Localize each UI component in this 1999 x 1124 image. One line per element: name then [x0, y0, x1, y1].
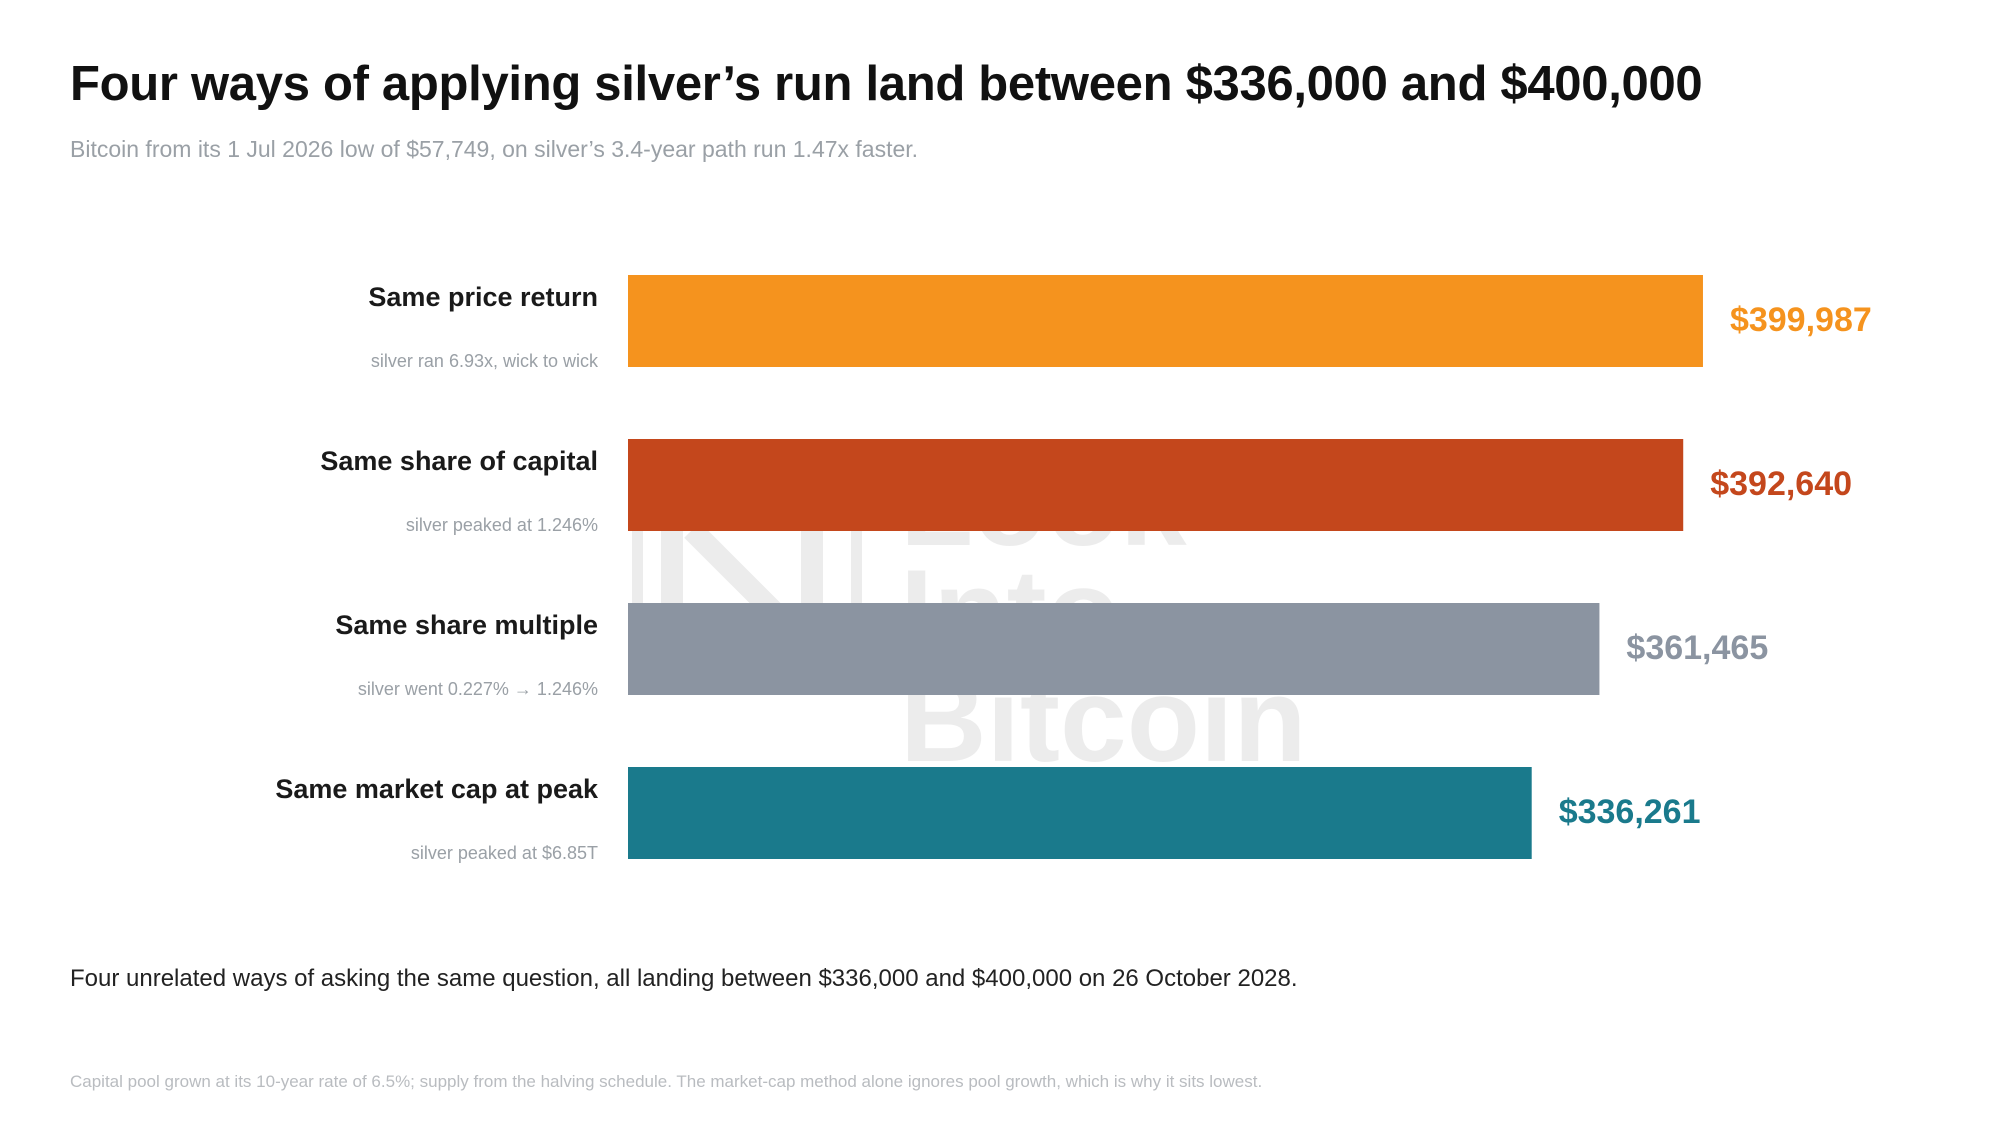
chart-title: Four ways of applying silver’s run land …	[70, 57, 1703, 111]
takeaway-text: Four unrelated ways of asking the same q…	[70, 965, 1298, 992]
category-label: Same share multiple	[335, 610, 598, 640]
value-label: $361,465	[1626, 629, 1768, 667]
category-label: Same share of capital	[320, 446, 598, 476]
bar-chart: Same price return silver ran 6.93x, wick …	[275, 275, 1872, 863]
bar	[628, 603, 1600, 695]
category-sublabel: silver went 0.227% → 1.246%	[358, 679, 598, 699]
value-label: $392,640	[1710, 465, 1852, 503]
value-label: $336,261	[1559, 793, 1701, 831]
bar	[628, 767, 1532, 859]
category-label: Same price return	[368, 282, 598, 312]
bar	[628, 275, 1703, 367]
chart-subtitle: Bitcoin from its 1 Jul 2026 low of $57,7…	[70, 136, 919, 162]
category-sublabel: silver ran 6.93x, wick to wick	[371, 351, 599, 371]
footnote-text: Capital pool grown at its 10-year rate o…	[70, 1072, 1263, 1091]
bar	[628, 439, 1684, 531]
value-label: $399,987	[1730, 301, 1872, 339]
category-sublabel: silver peaked at $6.85T	[411, 843, 598, 863]
category-label: Same market cap at peak	[275, 774, 599, 804]
category-sublabel: silver peaked at 1.246%	[406, 515, 598, 535]
